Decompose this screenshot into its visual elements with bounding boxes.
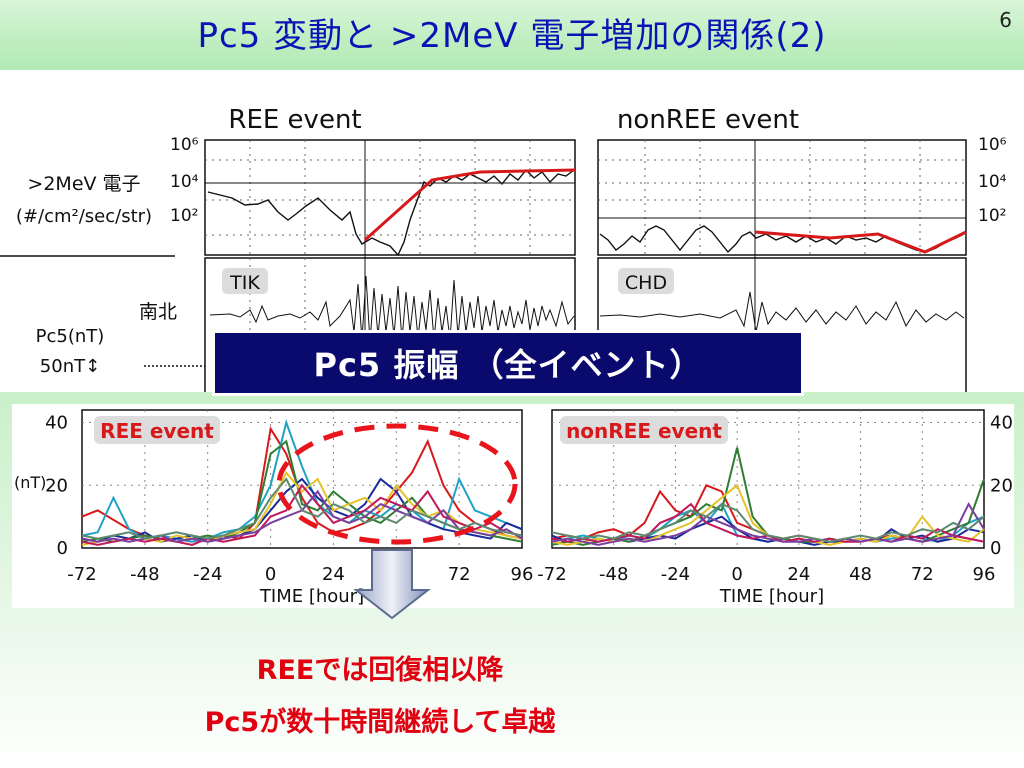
ree-xtick-label: 24 bbox=[322, 564, 345, 585]
ree-xtick-label: -72 bbox=[67, 564, 96, 585]
ree-xtick-label: -24 bbox=[193, 564, 222, 585]
ree-xtick-label: -48 bbox=[130, 564, 159, 585]
nonree-xtick-label: 72 bbox=[911, 564, 934, 585]
ree-panel-title: REE event bbox=[228, 105, 361, 135]
scale-label: 50nT↕ bbox=[40, 356, 100, 377]
nonree-series-line-1 bbox=[551, 484, 985, 543]
ree-ytick-label: 0 bbox=[57, 538, 68, 559]
ree-electron-panel bbox=[204, 139, 576, 400]
amplitude-charts-svg: -72-48-2402448729602040-72-48-2402448729… bbox=[14, 409, 1013, 607]
ree-xtick-label: 96 bbox=[511, 564, 534, 585]
nonree-ytick-label: 40 bbox=[990, 413, 1013, 434]
nonree-xtick-label: -48 bbox=[599, 564, 628, 585]
ree-chart-title: REE event bbox=[100, 419, 214, 443]
nonree-panel-title: nonREE event bbox=[617, 105, 799, 135]
nonree-chart-title: nonREE event bbox=[566, 419, 722, 443]
nonree-ytick-1e6: 10⁶ bbox=[978, 135, 1007, 155]
nonree-ytick-label: 0 bbox=[990, 538, 1001, 559]
nonree-xtick-label: -24 bbox=[661, 564, 690, 585]
upper-figure-svg: REE event nonREE event >2MeV 電子 (#/cm²/s… bbox=[0, 105, 1007, 401]
page-number: 6 bbox=[999, 8, 1012, 32]
pc5-unit-label: Pc5(nT) bbox=[36, 326, 105, 347]
nonree-xtick-label: 0 bbox=[731, 564, 742, 585]
electron-label: >2MeV 電子 bbox=[27, 173, 140, 195]
title-bar: Pc5 変動と >2MeV 電子増加の関係(2) 6 bbox=[0, 0, 1024, 70]
ree-series-line-6 bbox=[81, 483, 523, 546]
ree-xlabel: TIME [hour] bbox=[259, 586, 364, 607]
nonree-xlabel: TIME [hour] bbox=[719, 586, 824, 607]
nonree-xtick-label: -72 bbox=[537, 564, 566, 585]
nonree-electron-panel bbox=[597, 139, 967, 400]
ree-ytick-label: 20 bbox=[45, 475, 68, 496]
conclusion-line-2: Pc5が数十時間継続して卓越 bbox=[204, 707, 556, 738]
nonree-xtick-label: 96 bbox=[973, 564, 996, 585]
ree-amplitude-frame bbox=[81, 409, 523, 549]
ree-ytick-label: 40 bbox=[45, 413, 68, 434]
direction-label: 南北 bbox=[139, 301, 177, 323]
nonree-xtick-label: 48 bbox=[849, 564, 872, 585]
ree-ylabel: (nT) bbox=[14, 473, 46, 492]
ree-series-line-5 bbox=[81, 470, 523, 546]
nonree-ytick-1e2: 10² bbox=[978, 206, 1006, 226]
ree-pc5-panel: TIK bbox=[204, 257, 576, 401]
ree-series-line-8 bbox=[81, 477, 523, 540]
ree-xtick-label: 72 bbox=[448, 564, 471, 585]
ree-ytick-1e4: 10⁴ bbox=[170, 172, 199, 192]
slide-title: Pc5 変動と >2MeV 電子増加の関係(2) bbox=[197, 16, 827, 56]
amplitude-banner: Pc5 振幅 （全イベント） bbox=[212, 330, 804, 396]
conclusion-line-1: REEでは回復相以降 bbox=[256, 655, 504, 686]
nonree-series-line-7 bbox=[551, 502, 985, 546]
ree-ytick-1e2: 10² bbox=[170, 206, 198, 226]
electron-unit-label: (#/cm²/sec/str) bbox=[16, 206, 152, 227]
nonree-chart-title-box bbox=[560, 416, 728, 444]
ree-station-label: TIK bbox=[229, 272, 260, 294]
ree-chart-title-box bbox=[94, 416, 220, 444]
ree-xtick-label: 0 bbox=[265, 564, 276, 585]
nonree-ytick-1e4: 10⁴ bbox=[978, 172, 1007, 192]
nonree-station-label: CHD bbox=[625, 272, 667, 294]
highlight-ellipse bbox=[276, 423, 518, 545]
nonree-ytick-label: 20 bbox=[990, 475, 1013, 496]
ree-ytick-1e6: 10⁶ bbox=[170, 135, 199, 155]
amplitude-figure: -72-48-2402448729602040-72-48-2402448729… bbox=[12, 404, 1014, 608]
nonree-series-line-8 bbox=[551, 502, 985, 543]
down-arrow-icon bbox=[353, 549, 431, 620]
nonree-xtick-label: 24 bbox=[787, 564, 810, 585]
